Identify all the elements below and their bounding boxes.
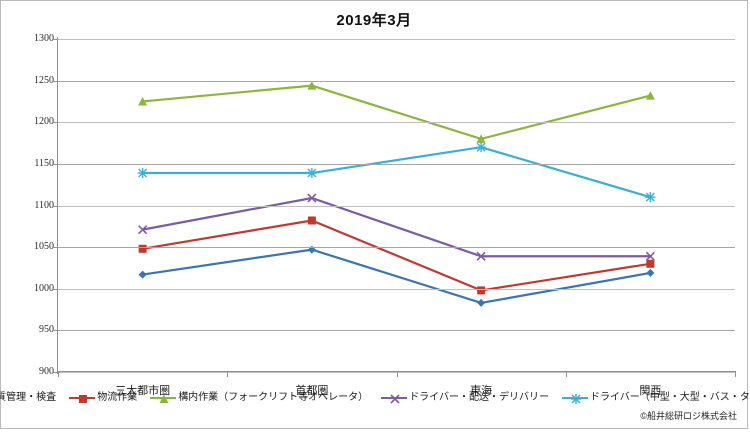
page-title: 2019年3月 xyxy=(336,12,412,29)
data-point-marker xyxy=(306,168,317,179)
x-axis-tick-label: 首都圏 xyxy=(295,385,329,397)
data-point-marker xyxy=(138,225,148,235)
y-axis-tick-mark xyxy=(53,330,57,332)
series-line xyxy=(142,248,651,305)
legend-label: 構内作業（フォークリフト等オペレータ） xyxy=(178,391,369,403)
x-axis-line xyxy=(57,371,736,372)
chart-legend: 品質管理・検査 物流作業 構内作業（フォークリフト等オペレータ） ドライバー・配送・デ… xyxy=(0,391,750,404)
legend-key-icon xyxy=(562,392,588,404)
y-axis-tick-mark xyxy=(53,80,57,82)
x-axis-tick-label: 三大都市圏 xyxy=(115,385,171,397)
legend-item-1[interactable]: 品質管理・検査 xyxy=(0,392,56,403)
legend-item-3[interactable]: 構内作業（フォークリフト等オペレータ） xyxy=(150,392,368,403)
gridline xyxy=(58,288,735,290)
x-axis-tick-mark xyxy=(396,372,398,377)
series-line xyxy=(142,196,651,258)
y-axis-line xyxy=(57,37,58,374)
legend-key-icon xyxy=(150,392,177,403)
y-axis-tick-label: 1250 xyxy=(34,74,54,86)
data-point-marker xyxy=(137,168,148,179)
plot-area xyxy=(58,39,735,373)
y-axis-tick-label: 1150 xyxy=(34,157,54,169)
y-axis-tick-label: 1300 xyxy=(34,33,54,44)
data-point-marker xyxy=(138,96,148,106)
gridline xyxy=(58,205,735,207)
data-point-marker xyxy=(390,394,400,404)
y-axis-tick-mark xyxy=(53,288,57,290)
data-point-marker xyxy=(476,134,486,143)
legend-item-5[interactable]: ドライバー（中型・大型・バス・タクシー） xyxy=(562,391,750,404)
data-point-marker xyxy=(307,193,317,203)
data-point-marker xyxy=(79,395,88,403)
gridline xyxy=(58,80,735,82)
data-point-marker xyxy=(646,259,655,268)
series-5 xyxy=(137,142,656,203)
data-point-marker xyxy=(645,192,656,203)
legend-item-2[interactable]: 物流作業 xyxy=(69,392,137,403)
series-line xyxy=(142,219,651,292)
gridline xyxy=(58,39,735,40)
x-axis-tick-mark xyxy=(58,372,59,377)
y-axis-tick-mark xyxy=(53,163,57,165)
y-axis-tick-label: 1000 xyxy=(34,282,54,294)
data-point-marker xyxy=(476,142,487,153)
data-point-marker xyxy=(645,251,655,261)
y-axis-tick-mark xyxy=(53,39,57,40)
gridline xyxy=(58,163,735,165)
data-point-marker xyxy=(307,81,317,90)
legend-key-icon xyxy=(381,392,408,404)
legend-label: 品質管理・検査 xyxy=(0,391,57,403)
x-axis-tick-mark xyxy=(227,372,229,377)
legend-label: ドライバー（中型・大型・バス・タクシー） xyxy=(590,391,750,403)
y-axis-tick-mark xyxy=(53,372,57,373)
data-point-marker xyxy=(138,270,147,279)
legend-item-4[interactable]: ドライバー・配送・デリバリー xyxy=(381,391,549,404)
data-point-marker xyxy=(476,251,486,261)
data-point-marker xyxy=(571,394,581,404)
y-axis-tick-label: 900 xyxy=(39,366,54,377)
data-point-marker xyxy=(138,244,147,253)
series-lines xyxy=(137,81,656,307)
copyright-footer: ©船井総研ロジ株式会社 xyxy=(640,411,737,421)
y-axis-tick-label: 1100 xyxy=(34,199,54,211)
gridline xyxy=(58,122,735,124)
series-2 xyxy=(138,216,655,295)
data-point-marker xyxy=(645,91,655,100)
y-axis-tick-mark xyxy=(53,205,57,207)
y-axis-tick-labels: 1300 1250 1200 1150 1100 1050 1000 950 900 xyxy=(1,1,57,432)
y-axis-tick-mark xyxy=(53,247,57,249)
y-axis-tick-mark xyxy=(53,122,57,124)
x-axis-tick-label: 関西 xyxy=(639,385,662,397)
data-point-marker xyxy=(159,394,169,403)
x-axis-tick-mark xyxy=(735,372,736,377)
legend-key-icon xyxy=(69,392,96,403)
y-axis-tick-label: 1200 xyxy=(34,116,54,128)
series-line xyxy=(142,146,651,199)
x-axis-tick-mark xyxy=(565,372,567,377)
series-line xyxy=(142,84,651,141)
legend-label: 物流作業 xyxy=(97,391,138,403)
data-point-marker xyxy=(307,216,316,225)
data-point-marker xyxy=(477,298,486,307)
y-axis-tick-label: 1050 xyxy=(34,241,54,253)
gridline xyxy=(58,247,735,249)
x-axis-tick-label: 東海 xyxy=(470,385,493,397)
gridline xyxy=(58,330,735,332)
y-axis-tick-label: 950 xyxy=(39,324,54,336)
legend-label: ドライバー・配送・デリバリー xyxy=(409,391,549,403)
series-4 xyxy=(138,193,655,261)
data-point-marker xyxy=(646,268,655,277)
series-3 xyxy=(138,81,655,143)
data-point-marker xyxy=(477,286,486,295)
